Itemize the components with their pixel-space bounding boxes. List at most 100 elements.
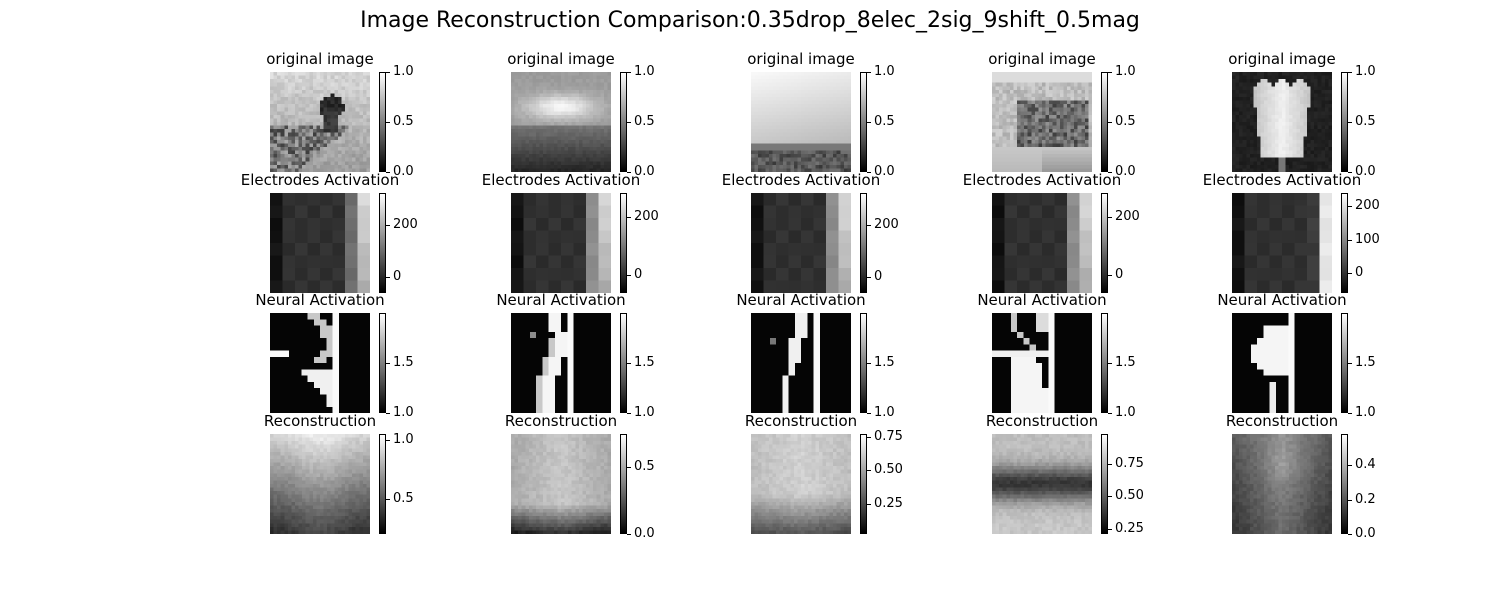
colorbar-tick bbox=[1348, 206, 1352, 207]
panel-title: Electrodes Activation bbox=[962, 171, 1122, 189]
colorbar bbox=[1101, 72, 1108, 172]
heatmap-image bbox=[992, 72, 1092, 172]
colorbar bbox=[620, 434, 627, 534]
colorbar-tick bbox=[1348, 240, 1352, 241]
colorbar-tick bbox=[1108, 72, 1112, 73]
colorbar-tick-label: 1.0 bbox=[393, 405, 414, 420]
colorbar bbox=[379, 193, 386, 293]
panel-title: Reconstruction bbox=[985, 412, 1099, 430]
heatmap-image bbox=[511, 313, 611, 413]
colorbar-tick bbox=[1348, 363, 1352, 364]
colorbar-tick-label: 1.0 bbox=[874, 64, 895, 79]
heatmap-image bbox=[511, 72, 611, 172]
colorbar-tick-label: 1.5 bbox=[1115, 355, 1136, 370]
colorbar-tick-label: 0.5 bbox=[634, 114, 655, 129]
colorbar-tick-label: 1.0 bbox=[1115, 405, 1136, 420]
colorbar-tick-label: 0 bbox=[1115, 267, 1124, 282]
colorbar-tick-label: 0.5 bbox=[1355, 114, 1376, 129]
colorbar-tick bbox=[1108, 217, 1112, 218]
colorbar-tick bbox=[867, 225, 871, 226]
colorbar-tick-label: 0.50 bbox=[1115, 488, 1144, 503]
heatmap-image bbox=[751, 193, 851, 293]
colorbar-tick bbox=[1348, 172, 1352, 173]
panel-title: Neural Activation bbox=[1217, 291, 1347, 309]
colorbar-tick-label: 0.0 bbox=[874, 164, 895, 179]
colorbar-tick bbox=[867, 363, 871, 364]
colorbar-tick-label: 1.0 bbox=[1355, 64, 1376, 79]
colorbar bbox=[379, 434, 386, 534]
colorbar-tick-label: 1.5 bbox=[874, 355, 895, 370]
colorbar bbox=[860, 313, 867, 413]
colorbar-tick bbox=[627, 534, 631, 535]
colorbar-tick bbox=[627, 72, 631, 73]
colorbar-tick-label: 0.0 bbox=[634, 526, 655, 541]
colorbar-tick bbox=[627, 275, 631, 276]
colorbar-tick bbox=[1108, 529, 1112, 530]
colorbar-tick bbox=[1348, 122, 1352, 123]
colorbar bbox=[860, 72, 867, 172]
colorbar-tick-label: 0.0 bbox=[1355, 526, 1376, 541]
heatmap-image bbox=[751, 313, 851, 413]
colorbar-tick bbox=[386, 440, 390, 441]
colorbar bbox=[1341, 72, 1348, 172]
colorbar-tick-label: 1.5 bbox=[634, 355, 655, 370]
colorbar-tick-label: 1.0 bbox=[634, 405, 655, 420]
colorbar-tick bbox=[627, 122, 631, 123]
colorbar-tick-label: 1.0 bbox=[1115, 64, 1136, 79]
colorbar-tick-label: 1.5 bbox=[1355, 355, 1376, 370]
colorbar-tick bbox=[867, 413, 871, 414]
colorbar-tick-label: 0.5 bbox=[634, 459, 655, 474]
colorbar-tick bbox=[386, 72, 390, 73]
colorbar-tick-label: 0.2 bbox=[1355, 492, 1376, 507]
panel-title: Electrodes Activation bbox=[1202, 171, 1362, 189]
colorbar-tick-label: 200 bbox=[634, 209, 659, 224]
panel-title: Neural Activation bbox=[255, 291, 385, 309]
colorbar-tick bbox=[386, 172, 390, 173]
colorbar bbox=[860, 434, 867, 534]
colorbar-tick-label: 1.0 bbox=[634, 64, 655, 79]
panel-title: Neural Activation bbox=[496, 291, 626, 309]
heatmap-image bbox=[1232, 434, 1332, 534]
colorbar bbox=[1341, 434, 1348, 534]
panel-title: Reconstruction bbox=[1225, 412, 1339, 430]
panel-title: original image bbox=[266, 50, 374, 68]
colorbar-tick-label: 0.75 bbox=[1115, 456, 1144, 471]
colorbar-tick-label: 200 bbox=[1115, 209, 1140, 224]
heatmap-image bbox=[511, 434, 611, 534]
colorbar-tick-label: 1.0 bbox=[393, 64, 414, 79]
colorbar-tick-label: 0.4 bbox=[1355, 457, 1376, 472]
colorbar-tick-label: 0.50 bbox=[874, 462, 903, 477]
colorbar bbox=[620, 72, 627, 172]
colorbar-tick bbox=[1348, 273, 1352, 274]
panel-title: Neural Activation bbox=[736, 291, 866, 309]
colorbar-tick bbox=[1348, 465, 1352, 466]
colorbar-tick-label: 200 bbox=[393, 217, 418, 232]
colorbar-tick bbox=[627, 172, 631, 173]
colorbar-tick-label: 0.25 bbox=[874, 496, 903, 511]
colorbar-tick bbox=[1108, 363, 1112, 364]
heatmap-image bbox=[992, 193, 1092, 293]
colorbar-tick-label: 0 bbox=[393, 269, 402, 284]
colorbar-tick-label: 1.0 bbox=[393, 432, 414, 447]
panel-title: Electrodes Activation bbox=[481, 171, 641, 189]
colorbar-tick bbox=[1348, 72, 1352, 73]
colorbar-tick bbox=[1108, 464, 1112, 465]
colorbar bbox=[1341, 193, 1348, 293]
colorbar-tick bbox=[1108, 122, 1112, 123]
panel-title: original image bbox=[747, 50, 855, 68]
heatmap-image bbox=[1232, 193, 1332, 293]
colorbar-tick bbox=[867, 470, 871, 471]
colorbar-tick-label: 0 bbox=[1355, 265, 1364, 280]
colorbar-tick bbox=[1348, 534, 1352, 535]
heatmap-image bbox=[270, 72, 370, 172]
colorbar-tick-label: 1.0 bbox=[1355, 405, 1376, 420]
colorbar-tick-label: 0.25 bbox=[1115, 521, 1144, 536]
heatmap-image bbox=[992, 434, 1092, 534]
colorbar-tick bbox=[386, 277, 390, 278]
colorbar bbox=[620, 313, 627, 413]
heatmap-image bbox=[1232, 313, 1332, 413]
heatmap-image bbox=[270, 193, 370, 293]
heatmap-image bbox=[751, 72, 851, 172]
colorbar-tick-label: 0.0 bbox=[634, 164, 655, 179]
colorbar-tick bbox=[1108, 496, 1112, 497]
